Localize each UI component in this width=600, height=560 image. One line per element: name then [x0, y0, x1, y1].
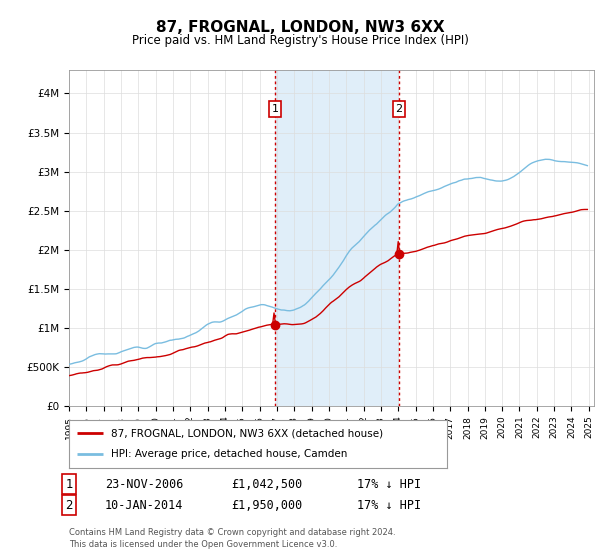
Bar: [275, 70, 399, 406]
Text: 17% ↓ HPI: 17% ↓ HPI: [357, 478, 421, 491]
Text: 1: 1: [65, 478, 73, 491]
Text: 2: 2: [65, 498, 73, 512]
Text: 2: 2: [395, 104, 403, 114]
Text: 1: 1: [272, 104, 278, 114]
Text: Price paid vs. HM Land Registry's House Price Index (HPI): Price paid vs. HM Land Registry's House …: [131, 34, 469, 46]
Text: 87, FROGNAL, LONDON, NW3 6XX: 87, FROGNAL, LONDON, NW3 6XX: [155, 20, 445, 35]
Text: 87, FROGNAL, LONDON, NW3 6XX (detached house): 87, FROGNAL, LONDON, NW3 6XX (detached h…: [110, 428, 383, 438]
Text: Contains HM Land Registry data © Crown copyright and database right 2024.
This d: Contains HM Land Registry data © Crown c…: [69, 528, 395, 549]
Text: HPI: Average price, detached house, Camden: HPI: Average price, detached house, Camd…: [110, 449, 347, 459]
Text: 23-NOV-2006: 23-NOV-2006: [105, 478, 184, 491]
Text: 17% ↓ HPI: 17% ↓ HPI: [357, 498, 421, 512]
Text: 10-JAN-2014: 10-JAN-2014: [105, 498, 184, 512]
Text: £1,950,000: £1,950,000: [231, 498, 302, 512]
Text: £1,042,500: £1,042,500: [231, 478, 302, 491]
